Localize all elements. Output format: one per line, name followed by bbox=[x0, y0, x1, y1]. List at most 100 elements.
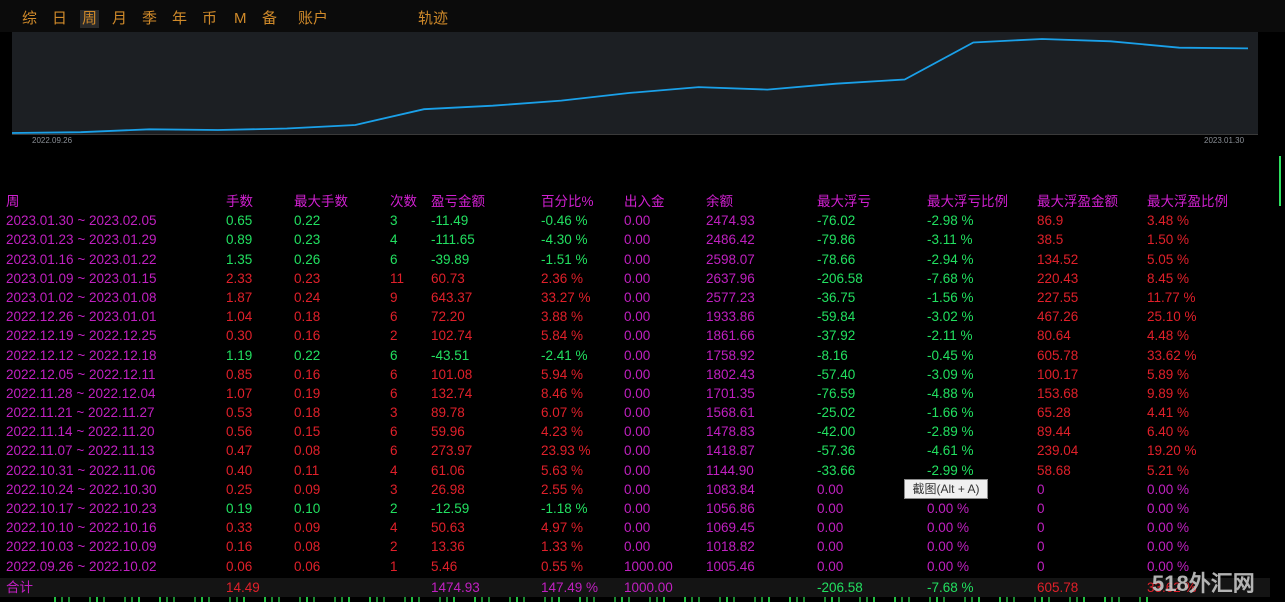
cell-deposit: 0.00 bbox=[624, 501, 651, 516]
cell-week: 2022.10.31 ~ 2022.11.06 bbox=[6, 462, 156, 478]
cell-count: 2 bbox=[390, 539, 398, 555]
cell-max-drawdown: -78.66 bbox=[817, 251, 856, 267]
cell-lots: 0.30 bbox=[226, 328, 253, 344]
cell-pnl: 60.73 bbox=[431, 270, 465, 286]
menu-account[interactable]: 账户 bbox=[298, 10, 329, 27]
total-lots: 14.49 bbox=[226, 580, 260, 595]
cell-balance: 2577.23 bbox=[706, 289, 755, 305]
cell-max-drawdown-pct: -2.11 % bbox=[927, 328, 973, 344]
header-max-float-profit: 最大浮盈金额 bbox=[1037, 194, 1118, 209]
cell-deposit: 0.00 bbox=[624, 347, 651, 363]
cell-max-drawdown-pct: -2.98 % bbox=[927, 213, 974, 229]
menu-currency[interactable]: 币 bbox=[202, 10, 218, 27]
cell-max-lots: 0.24 bbox=[294, 289, 321, 305]
cell-max-drawdown-pct: 0.00 % bbox=[927, 539, 970, 555]
cell-balance: 1701.35 bbox=[706, 385, 755, 401]
balance-line bbox=[12, 38, 1249, 134]
cell-max-lots: 0.22 bbox=[294, 213, 321, 229]
cell-percent: 33.27 % bbox=[541, 289, 591, 305]
header-max-drawdown-pct: 最大浮亏比例 bbox=[927, 194, 1008, 209]
cell-max-drawdown: -59.84 bbox=[817, 309, 856, 325]
cell-max-float-profit: 86.9 bbox=[1037, 213, 1064, 229]
cell-week: 2022.10.17 ~ 2022.10.23 bbox=[6, 501, 157, 516]
cell-max-drawdown: 0.00 bbox=[817, 501, 844, 516]
cell-pnl: 50.63 bbox=[431, 520, 465, 536]
cell-deposit: 0.00 bbox=[624, 539, 651, 555]
cell-deposit: 0.00 bbox=[624, 462, 651, 478]
cell-max-lots: 0.15 bbox=[294, 424, 321, 440]
cell-balance: 1861.66 bbox=[706, 328, 755, 344]
menu-year[interactable]: 年 bbox=[172, 10, 188, 27]
cell-lots: 0.33 bbox=[226, 520, 253, 536]
cell-lots: 0.47 bbox=[226, 443, 253, 459]
cell-week: 2022.10.24 ~ 2022.10.30 bbox=[6, 481, 157, 497]
cell-max-lots: 0.18 bbox=[294, 309, 321, 325]
total-week: 合计 bbox=[6, 580, 33, 595]
menu-week[interactable]: 周 bbox=[80, 10, 100, 28]
cell-max-float-profit-pct: 6.40 % bbox=[1147, 424, 1190, 440]
total-max-float-profit-pct: 33.62 % bbox=[1147, 580, 1197, 595]
cell-week: 2023.01.16 ~ 2023.01.22 bbox=[6, 251, 157, 267]
menu-backup[interactable]: 备 bbox=[262, 10, 278, 27]
cell-pnl: -43.51 bbox=[431, 347, 470, 363]
menu-track[interactable]: 轨迹 bbox=[418, 10, 449, 27]
cell-pnl: 26.98 bbox=[431, 481, 465, 497]
cell-deposit: 0.00 bbox=[624, 309, 651, 325]
cell-week: 2023.01.30 ~ 2023.02.05 bbox=[6, 213, 157, 229]
table-row: 2022.10.24 ~ 2022.10.30 0.25 0.09 3 26.98 2.5… bbox=[0, 480, 1270, 499]
cell-max-float-profit: 80.64 bbox=[1037, 328, 1071, 344]
cell-week: 2022.10.03 ~ 2022.10.09 bbox=[6, 539, 157, 555]
cell-percent: -4.30 % bbox=[541, 232, 588, 248]
cell-max-drawdown: -57.36 bbox=[817, 443, 856, 459]
cell-max-drawdown: -206.58 bbox=[817, 270, 863, 286]
cell-count: 6 bbox=[390, 309, 398, 325]
cell-deposit: 0.00 bbox=[624, 520, 651, 536]
cell-week: 2022.10.10 ~ 2022.10.16 bbox=[6, 520, 157, 536]
cell-lots: 0.40 bbox=[226, 462, 253, 478]
menu-quarter[interactable]: 季 bbox=[142, 10, 158, 27]
cell-balance: 1478.83 bbox=[706, 424, 755, 440]
cell-deposit: 0.00 bbox=[624, 328, 651, 344]
cell-balance: 2637.96 bbox=[706, 270, 755, 286]
cell-pnl: -11.49 bbox=[431, 213, 469, 229]
cell-max-drawdown-pct: 0.00 % bbox=[927, 558, 970, 574]
cell-deposit: 0.00 bbox=[624, 366, 651, 382]
cell-deposit: 0.00 bbox=[624, 213, 651, 229]
cell-max-lots: 0.08 bbox=[294, 443, 321, 459]
cell-max-float-profit-pct: 33.62 % bbox=[1147, 347, 1197, 363]
cell-balance: 1083.84 bbox=[706, 481, 755, 497]
cell-max-float-profit: 134.52 bbox=[1037, 251, 1079, 267]
menu-month[interactable]: 月 bbox=[112, 10, 128, 27]
cell-balance: 1018.82 bbox=[706, 539, 755, 555]
table-row: 2023.01.16 ~ 2023.01.22 1.35 0.26 6 -39.89 -1… bbox=[0, 250, 1270, 269]
menu-day[interactable]: 日 bbox=[52, 10, 68, 27]
cell-deposit: 0.00 bbox=[624, 385, 651, 401]
cell-max-lots: 0.06 bbox=[294, 558, 321, 574]
cell-percent: 8.46 % bbox=[541, 385, 584, 401]
cell-deposit: 0.00 bbox=[624, 443, 651, 459]
cell-max-float-profit: 0 bbox=[1037, 558, 1045, 574]
cell-percent: -1.51 % bbox=[541, 251, 588, 267]
table-header-row: 周 手数 最大手数 次数 盈亏金额 百分比% 出入金 余额 最大浮亏 最大浮亏比例 最大浮盈金额 最大… bbox=[0, 192, 1270, 211]
cell-balance: 1568.61 bbox=[706, 405, 755, 421]
total-max-drawdown-pct: -7.68 % bbox=[927, 580, 974, 595]
cell-max-float-profit-pct: 9.89 % bbox=[1147, 385, 1190, 401]
header-deposit: 出入金 bbox=[624, 194, 665, 209]
chart-start-date: 2022.09.26 bbox=[32, 136, 73, 145]
menu-summary[interactable]: 综 bbox=[22, 10, 38, 27]
cell-count: 11 bbox=[390, 270, 405, 286]
cell-max-drawdown-pct: -1.66 % bbox=[927, 405, 974, 421]
cell-max-lots: 0.19 bbox=[294, 385, 321, 401]
table-row: 2022.11.21 ~ 2022.11.27 0.53 0.18 3 89.78 6.0… bbox=[0, 403, 1270, 422]
cell-deposit: 0.00 bbox=[624, 405, 651, 421]
cell-count: 6 bbox=[390, 347, 398, 363]
cell-max-drawdown: -79.86 bbox=[817, 232, 856, 248]
cell-max-float-profit: 0 bbox=[1037, 501, 1045, 516]
cell-deposit: 0.00 bbox=[624, 270, 651, 286]
table-row: 2023.01.02 ~ 2023.01.08 1.87 0.24 9 643.37 33… bbox=[0, 288, 1270, 307]
table-row: 2022.10.10 ~ 2022.10.16 0.33 0.09 4 50.63 4.9… bbox=[0, 518, 1270, 537]
cell-pnl: -39.89 bbox=[431, 251, 470, 267]
menu-m[interactable]: M bbox=[234, 10, 247, 27]
cell-max-drawdown: -25.02 bbox=[817, 405, 856, 421]
balance-line-chart bbox=[12, 38, 1249, 134]
